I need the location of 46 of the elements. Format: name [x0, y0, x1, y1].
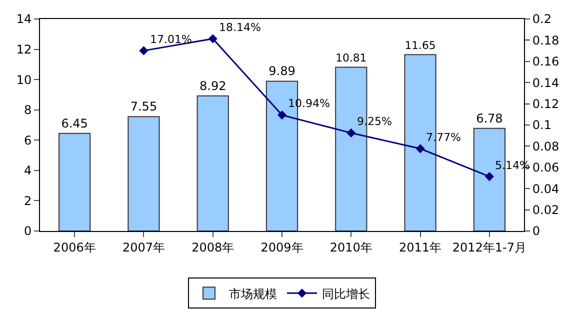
- y2-tick-label: 0.02: [532, 203, 560, 217]
- y2-tick-label: 0.12: [532, 97, 560, 111]
- y-tick-label: 8: [24, 103, 32, 118]
- y2-tick-label: 0.04: [532, 182, 560, 196]
- point: [208, 34, 218, 44]
- data-label: 18.14%: [219, 21, 261, 34]
- y2-tick-label: 0.1: [532, 118, 552, 132]
- x-tick-label: 2010年: [330, 240, 372, 254]
- point: [484, 172, 494, 182]
- bar: [58, 132, 91, 231]
- data-label: 11.65: [404, 38, 436, 52]
- x-tick-label: 2006年: [53, 240, 96, 254]
- y2-tick-label: 0.08: [532, 139, 560, 154]
- x-tick-label: 2008年: [192, 240, 234, 254]
- y2-tick-label: 0.16: [532, 54, 560, 69]
- data-label: 8.92: [199, 78, 226, 93]
- x-tick-label: 2012年1-7月: [452, 240, 526, 254]
- y2-tick-label: 0.14: [532, 76, 560, 90]
- y2-tick-label: 0.2: [532, 12, 552, 26]
- y-tick-label: 14: [16, 12, 32, 26]
- y-tick-label: 4: [24, 164, 32, 178]
- data-label: 7.55: [130, 100, 158, 114]
- y-tick-label: 10: [16, 72, 32, 87]
- data-label: 6.78: [476, 111, 503, 126]
- bar: [196, 95, 229, 231]
- x-tick-label: 2009年: [260, 240, 304, 254]
- legend-label: 同比增长: [322, 286, 370, 301]
- point: [416, 144, 425, 154]
- x-tick-label: 2011年: [399, 240, 442, 254]
- y-tick-label: 2: [24, 194, 32, 208]
- y2-tick-label: 0.18: [532, 33, 560, 48]
- y-tick-label: 12: [16, 42, 32, 56]
- legend-label: 市场规模: [229, 286, 277, 301]
- y2-tick-label: 0: [532, 224, 540, 238]
- data-label: 6.45: [61, 116, 88, 130]
- y-tick-label: 6: [24, 133, 32, 148]
- data-label: 10.81: [336, 52, 367, 65]
- point: [139, 46, 148, 56]
- data-label: 9.89: [268, 64, 296, 78]
- point: [277, 110, 287, 120]
- y2-tick-label: 0.06: [532, 160, 560, 175]
- point: [346, 128, 356, 138]
- data-label: 17.01%: [150, 33, 192, 46]
- x-tick-label: 2007年: [122, 240, 165, 254]
- y-tick-label: 0: [24, 224, 32, 238]
- bar: [128, 116, 160, 231]
